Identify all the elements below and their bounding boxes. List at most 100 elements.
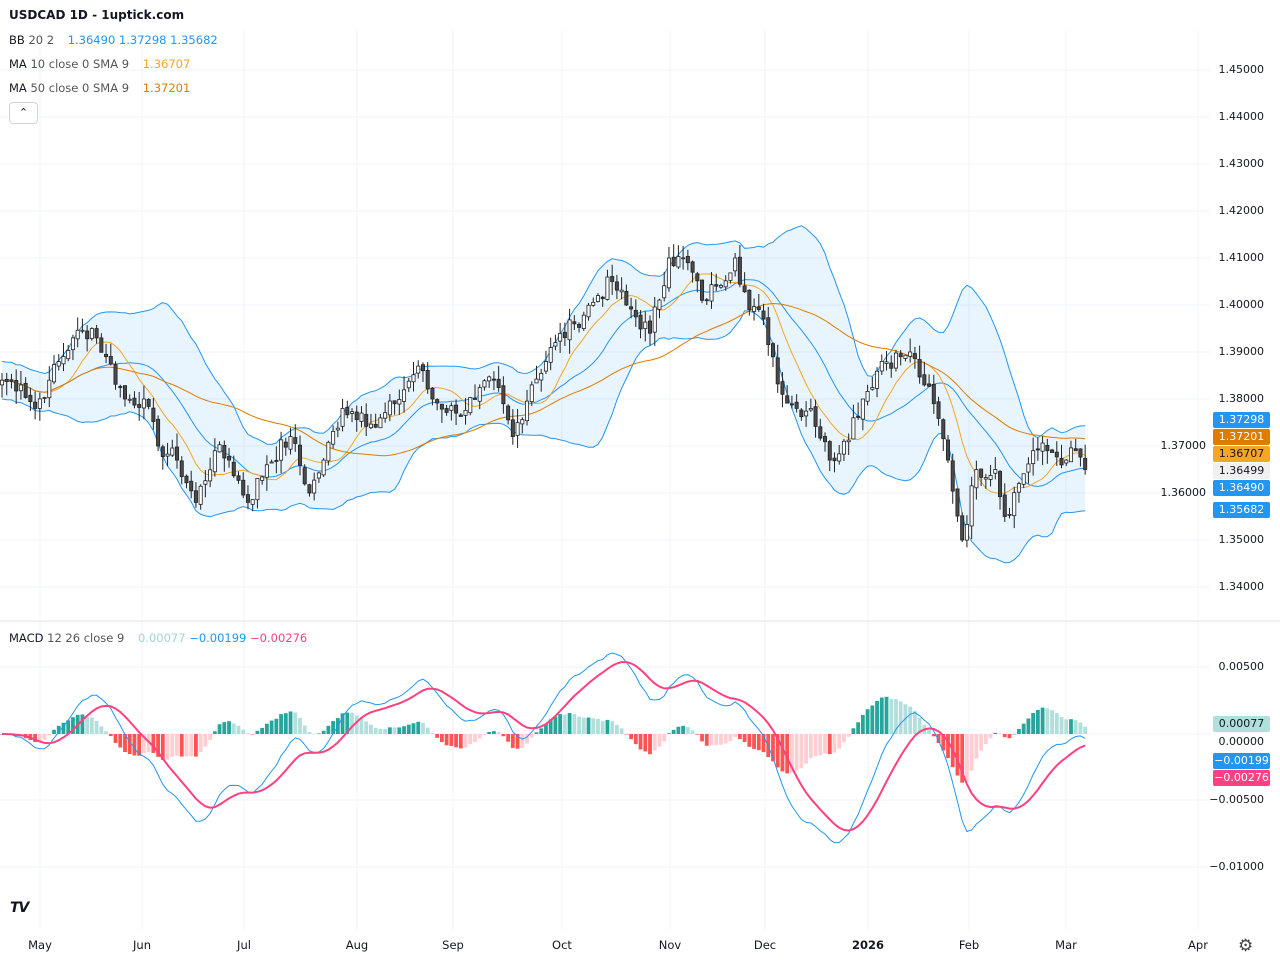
gear-icon[interactable]: ⚙	[1238, 936, 1254, 956]
time-axis-label: Aug	[345, 938, 369, 952]
price-axis-label: 1.45000	[1218, 63, 1265, 76]
candle-down	[936, 401, 941, 419]
candle-down	[690, 261, 695, 273]
macd-histogram-bar	[567, 712, 572, 734]
candle-down	[373, 423, 378, 428]
macd-histogram-bar	[387, 727, 392, 734]
macd-histogram-bar	[510, 734, 515, 748]
candle-up	[657, 299, 662, 310]
macd-histogram-bar	[52, 729, 56, 734]
candle-down	[766, 317, 771, 345]
macd-histogram-bar	[927, 729, 931, 734]
macd-histogram-bar	[231, 723, 236, 734]
candle-up	[368, 423, 373, 429]
macd-histogram-bar	[846, 734, 851, 737]
macd-histogram-bar	[529, 734, 534, 738]
candle-down	[979, 468, 984, 478]
macd-histogram-bar	[241, 729, 246, 734]
legend-ma10-params: 10 close 0 SMA 9	[30, 57, 130, 71]
macd-histogram-bar	[458, 734, 463, 749]
macd-histogram-bar	[222, 722, 227, 734]
candle-up	[463, 409, 468, 416]
candle-down	[458, 414, 463, 417]
candle-down	[99, 337, 104, 353]
candle-up	[416, 365, 421, 374]
candle-down	[823, 436, 828, 443]
macd-histogram-bar	[823, 734, 827, 754]
time-axis-label: Mar	[1055, 938, 1077, 952]
macd-histogram-bar	[719, 734, 723, 745]
candle-down	[685, 255, 690, 264]
macd-histogram-bar	[539, 728, 544, 734]
candle-up	[681, 257, 686, 260]
candle-down	[700, 279, 705, 301]
candle-up	[903, 354, 908, 359]
candle-down	[780, 381, 785, 395]
macd-histogram-bar	[804, 734, 808, 764]
candle-down	[354, 411, 359, 421]
macd-histogram-bar	[534, 732, 539, 734]
macd-histogram-bar	[544, 723, 548, 734]
price-axis-label: 1.35000	[1218, 533, 1265, 546]
candle-down	[832, 457, 837, 462]
time-axis-label: Jul	[237, 938, 251, 952]
legend-macd[interactable]: MACD 12 26 close 9 0.00077 −0.00199 −0.0…	[9, 631, 307, 645]
candle-down	[572, 321, 577, 325]
macd-histogram-bar	[473, 734, 477, 743]
macd-histogram-bar	[931, 734, 936, 737]
macd-histogram-bar	[1021, 723, 1026, 734]
candle-down	[435, 399, 440, 404]
macd-histogram-bar	[208, 734, 213, 740]
candle-down	[633, 310, 638, 318]
candle-down	[671, 256, 676, 267]
macd-histogram-bar	[298, 718, 302, 734]
macd-histogram-bar	[184, 734, 189, 757]
macd-histogram-bar	[884, 696, 889, 734]
tradingview-logo[interactable]: TV	[10, 900, 29, 916]
macd-histogram-bar	[936, 734, 941, 744]
legend-ma10[interactable]: MA 10 close 0 SMA 9 1.36707	[9, 57, 190, 71]
macd-histogram-bar	[912, 710, 917, 734]
candle-down	[118, 386, 123, 388]
legend-bb[interactable]: BB 20 2 1.36490 1.37298 1.35682	[9, 33, 218, 47]
macd-histogram-bar	[123, 734, 127, 753]
macd-histogram-bar	[274, 718, 279, 734]
macd-histogram-bar	[775, 734, 780, 768]
macd-histogram-bar	[1035, 709, 1040, 734]
time-axis-label: Apr	[1188, 938, 1208, 952]
macd-histogram-bar	[633, 734, 638, 745]
candle-up	[969, 485, 974, 527]
candle-down	[491, 378, 496, 381]
candle-down	[364, 413, 369, 427]
candle-up	[75, 329, 80, 340]
macd-histogram-bar	[369, 724, 373, 734]
price-axis-label: 1.38000	[1218, 392, 1265, 405]
candle-down	[931, 384, 936, 405]
time-axis-label: Oct	[552, 938, 572, 952]
macd-histogram-bar	[71, 717, 75, 734]
collapse-legend-button[interactable]: ⌃	[9, 102, 38, 124]
macd-histogram-bar	[681, 725, 686, 734]
macd-histogram-bar	[47, 734, 52, 736]
candle-down	[946, 439, 951, 461]
macd-histogram-bar	[468, 734, 473, 745]
macd-histogram-bar	[709, 734, 714, 746]
macd-histogram-bar	[127, 734, 132, 755]
candle-down	[1050, 449, 1055, 453]
macd-histogram-bar	[364, 721, 369, 734]
legend-macd-hist: 0.00077	[137, 631, 186, 645]
macd-histogram-bar	[132, 734, 137, 756]
candle-up	[841, 440, 846, 455]
macd-histogram-bar	[354, 715, 359, 734]
macd-histogram-bar	[156, 734, 160, 757]
macd-histogram-bar	[969, 734, 974, 771]
candle-down	[227, 456, 232, 461]
macd-histogram-bar	[917, 717, 922, 734]
macd-histogram-bar	[1064, 719, 1069, 734]
macd-histogram-bar	[104, 731, 108, 734]
candle-down	[307, 484, 312, 494]
legend-ma50[interactable]: MA 50 close 0 SMA 9 1.37201	[9, 81, 190, 95]
macd-histogram-bar	[37, 734, 42, 742]
candle-down	[960, 515, 965, 541]
